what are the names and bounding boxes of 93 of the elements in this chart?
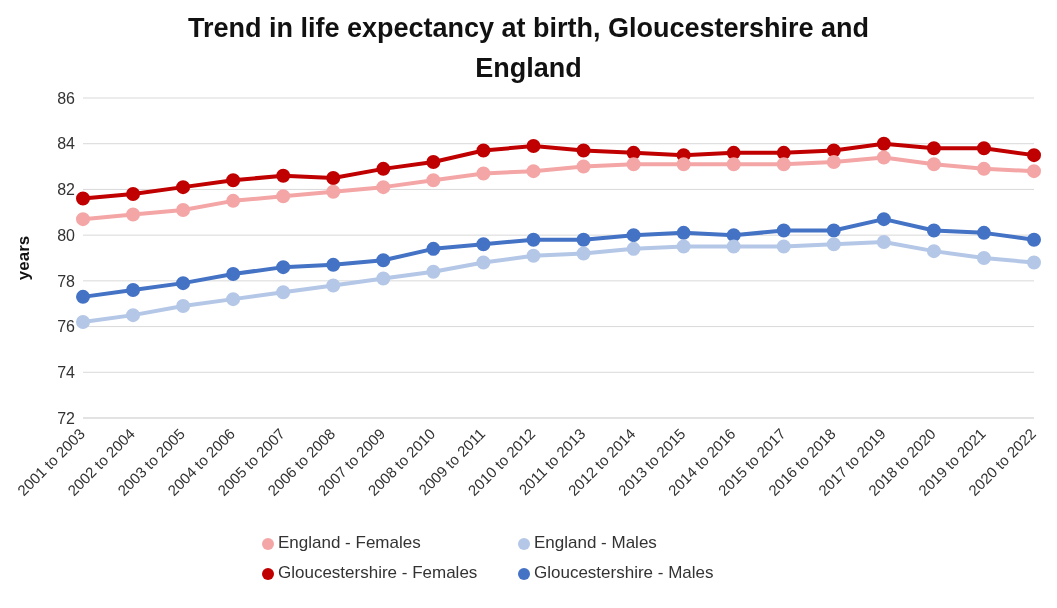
point [176,180,191,195]
point [876,235,891,249]
point [76,212,90,227]
point [276,285,291,300]
point [576,159,591,174]
point [676,157,691,172]
point [226,267,241,281]
point [226,292,241,307]
point [276,168,291,183]
point [776,145,791,160]
y-tick-label: 86 [57,89,76,107]
legend-label: Gloucestershire - Males [534,562,715,584]
y-tick-label: 84 [57,135,76,153]
y-tick-label: 78 [57,272,76,290]
point [776,157,791,172]
point [526,164,541,179]
point [426,155,441,169]
point [926,223,941,238]
point [826,143,841,158]
point [576,246,591,261]
point [926,157,941,172]
y-tick-label: 82 [57,181,76,199]
point [726,239,741,254]
point [976,251,991,265]
point [576,232,591,247]
point [426,264,441,279]
point [1027,148,1041,163]
point [326,257,341,272]
point [826,223,841,238]
point [76,289,90,304]
y-axis-title: years [14,235,34,281]
point [876,150,891,165]
point [526,248,541,263]
point [126,207,141,222]
point [1027,232,1041,247]
point [126,308,141,323]
point [776,239,791,254]
point [76,315,90,329]
point [976,141,991,156]
point [476,237,491,252]
legend-label: England - Females [278,532,422,554]
point [826,237,841,252]
point [526,232,541,247]
point [776,223,791,238]
point [626,157,641,172]
point [476,143,491,158]
point [726,145,741,160]
point [176,299,191,313]
point [926,244,941,259]
point [376,161,391,176]
point [976,161,991,176]
legend-label: Gloucestershire - Females [278,562,479,584]
point [1027,255,1041,270]
point [626,228,641,243]
point [376,180,391,195]
point [326,278,341,293]
point [876,212,891,227]
y-tick-label: 72 [57,409,76,427]
point [726,228,741,243]
y-tick-label: 76 [57,318,76,336]
point [476,255,491,270]
point [326,184,341,199]
point [926,141,941,156]
point [76,191,90,206]
point [276,189,291,204]
point [226,193,241,208]
point [376,271,391,286]
point [526,139,541,153]
point [876,136,891,151]
point [826,155,841,169]
point [676,239,691,254]
point [576,143,591,158]
point [1027,164,1041,179]
point [326,171,341,185]
point [126,283,141,297]
y-tick-label: 74 [57,363,76,381]
point [626,145,641,160]
legend-label: England - Males [534,532,658,554]
point [176,276,191,291]
point [626,241,641,256]
point [676,225,691,240]
point [726,157,741,172]
chart-title: Trend in life expectancy at birth, Gloucestershire and England [186,12,871,85]
point [276,260,291,275]
point [126,187,141,201]
point [426,173,441,188]
point [226,173,241,188]
point [176,203,191,217]
point [476,166,491,181]
point [976,225,991,240]
point [376,253,391,268]
y-tick-label: 80 [57,226,76,244]
point [426,241,441,256]
